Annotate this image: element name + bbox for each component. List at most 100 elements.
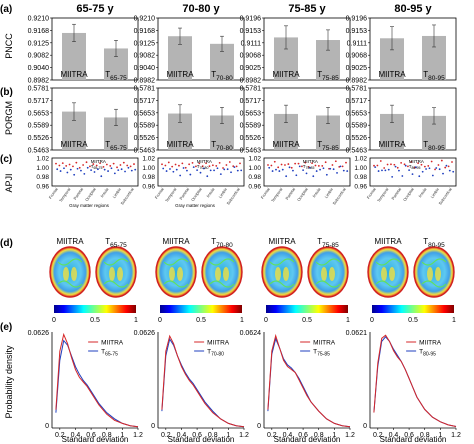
age-group-title: 80-95 y [394, 3, 432, 15]
point-t [418, 175, 421, 178]
y-tick-label: 0.5463 [240, 148, 262, 155]
point-miitra [410, 161, 413, 163]
colorbar-tick: 0.5 [90, 317, 100, 324]
y-tick-label: 0.9153 [346, 28, 368, 35]
line-miitra [267, 333, 351, 428]
point-t [213, 169, 215, 172]
point-t [308, 166, 311, 169]
legend-miitra: MIITRA [313, 340, 336, 347]
brain-ventricle [329, 267, 335, 281]
y-tick-label: 0.9111 [347, 40, 367, 47]
region-label: Insula [205, 186, 216, 198]
point-miitra [434, 168, 436, 171]
point-miitra [171, 165, 174, 168]
y-tick-label: 0.5526 [240, 135, 262, 142]
brain-outline [155, 246, 197, 298]
brain-slice [50, 247, 90, 297]
point-t [165, 170, 168, 172]
brain-slice [156, 247, 196, 297]
y-tick-label: 0.5781 [134, 86, 156, 93]
y-tick-label: 0.9082 [28, 53, 50, 60]
point-miitra [167, 161, 170, 164]
x-tick-label: 0.8 [102, 432, 112, 439]
point-t [387, 168, 390, 171]
point-t [113, 172, 116, 175]
colorbar-tick: 1 [134, 317, 138, 324]
y-tick-label: 0.9068 [346, 53, 368, 60]
point-t [292, 169, 294, 172]
y-tick-label: 0.5717 [134, 98, 156, 105]
y-tick-label: 0.5463 [28, 148, 50, 155]
brain-slice [414, 247, 454, 297]
axes-box [157, 17, 245, 81]
point-miitra [161, 163, 163, 166]
point-t [288, 166, 291, 169]
y-tick-label: 0.5781 [240, 86, 262, 93]
point-miitra [396, 166, 399, 169]
point-t [66, 171, 69, 174]
brain-sulcus [57, 280, 83, 288]
colorbar [160, 305, 242, 313]
point-miitra [273, 160, 276, 163]
category-label: MIITRA [378, 70, 406, 79]
y-tick-label: 0.98 [36, 174, 49, 181]
legend-t: T70-80 [207, 349, 224, 358]
density-panel-1: 0.0626 0 0.2 0.4 0.6 0.8 1 1.2 MIITRA T65-75 Stand… [28, 330, 143, 444]
y-tick-label: 0.5717 [28, 98, 50, 105]
point-miitra [294, 162, 297, 165]
y-tick-label: 0.9210 [28, 16, 50, 23]
point-t [236, 169, 239, 172]
region-label: Insula [311, 186, 322, 198]
category-subscript: 75-85 [322, 75, 339, 82]
point-t [322, 167, 325, 170]
y-tick-label: 0.5526 [134, 135, 156, 142]
y-top-label: 0.0626 [28, 330, 50, 337]
y-tick-label: 0.5653 [346, 110, 368, 117]
legend-subscript: 65-75 [93, 166, 102, 170]
legend-t: T75-85 [313, 349, 330, 358]
brain-ventricle [63, 267, 69, 281]
x-tick-label: 0.2 [161, 432, 171, 439]
x-tick-label: 0.4 [71, 432, 81, 439]
panel-label-a: (a) [0, 4, 12, 15]
point-t [186, 169, 188, 172]
point-t [175, 168, 178, 171]
point-miitra [116, 166, 118, 169]
axes-box [369, 17, 457, 81]
point-t [69, 168, 72, 171]
point-t [90, 169, 93, 172]
y-tick-label: 1.02 [36, 156, 49, 163]
y-tick-label: 0.5589 [134, 123, 156, 130]
point-miitra [95, 164, 98, 167]
point-miitra [311, 162, 313, 165]
legend-subscript: 80-95 [411, 166, 420, 170]
x-axis-label: Standard deviation [380, 435, 447, 444]
brain-outline [307, 246, 349, 298]
legend-miitra: MIITRA [197, 159, 212, 164]
y-tick-label: 0.8982 [134, 78, 156, 85]
region-label: Limbic [429, 187, 440, 199]
x-tick-label: 0.2 [373, 432, 383, 439]
point-miitra [239, 162, 241, 165]
brain-label-t: T75-85 [317, 237, 339, 249]
brain-sulcus [269, 280, 295, 288]
point-t [305, 172, 308, 175]
x-tick-label: 1.2 [239, 432, 249, 439]
brain-slice [308, 247, 348, 297]
point-t [59, 170, 62, 172]
brain-sulcus [57, 258, 83, 266]
brain-label-subscript: 80-95 [428, 242, 445, 249]
point-miitra [178, 164, 180, 167]
brain-ventricle [321, 267, 327, 281]
legend-subscript: 70-80 [199, 166, 208, 170]
brain-label-subscript: 70-80 [216, 242, 233, 249]
line-miitra [373, 334, 457, 427]
category-subscript: 80-95 [428, 75, 445, 82]
panel-label-e: (e) [0, 322, 12, 333]
colorbar-tick: 0.5 [302, 317, 312, 324]
brain-ventricle [283, 267, 289, 281]
brain-sulcus [269, 258, 295, 266]
point-t [278, 170, 281, 172]
